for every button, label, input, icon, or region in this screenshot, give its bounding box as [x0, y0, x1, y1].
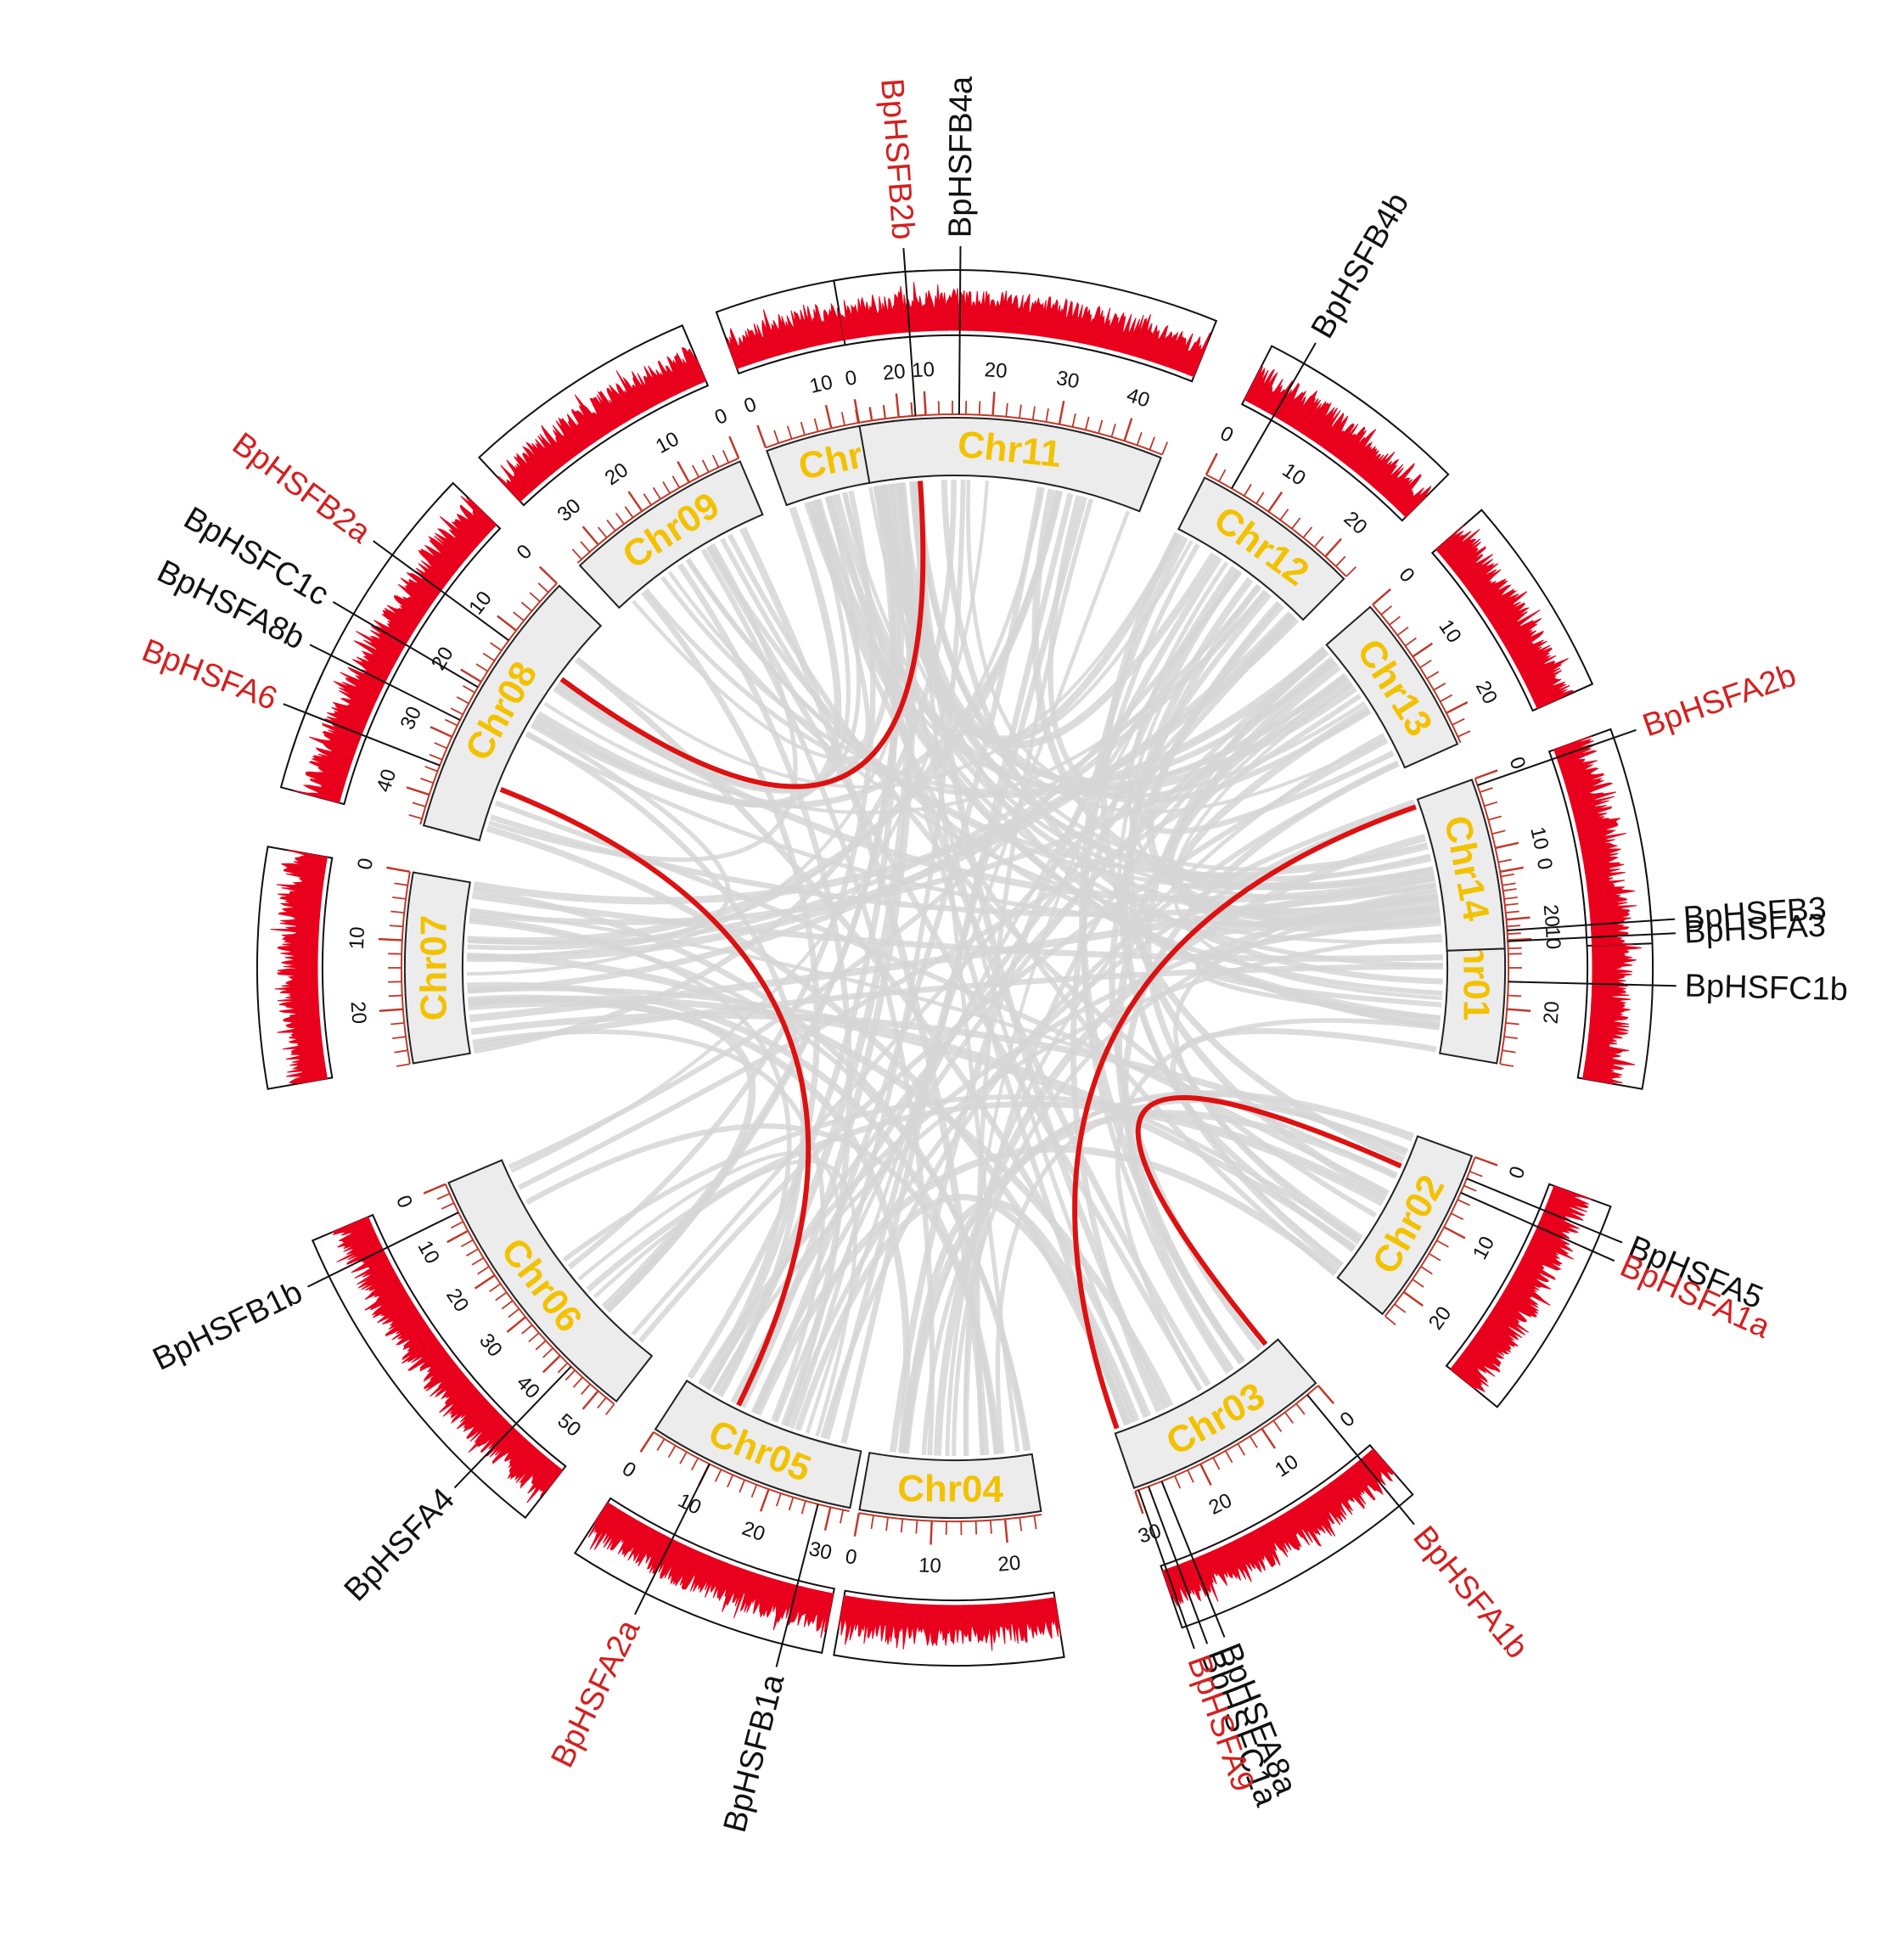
tick-label: 10 [1525, 824, 1553, 852]
tick-label: 20 [997, 1551, 1021, 1576]
minor-tick [1507, 925, 1520, 926]
tick-label: 10 [345, 926, 369, 950]
tick-label: 30 [1054, 367, 1081, 394]
ideogram-chr04: Chr04 [860, 1453, 1042, 1518]
minor-tick [390, 925, 403, 926]
gene-label: BpHSFC1b [1684, 968, 1848, 1008]
tick-label: 20 [984, 358, 1008, 383]
tick-label: 10 [912, 358, 935, 382]
tick-label: 20 [1539, 903, 1564, 928]
major-tick [379, 939, 402, 940]
gene-label: BpHSFB4a [943, 76, 980, 238]
minor-tick [976, 1521, 977, 1535]
density-track-chr04 [834, 1591, 1064, 1666]
ideogram-chr07: Chr07 [405, 873, 470, 1064]
minor-tick [939, 401, 940, 414]
minor-tick [1508, 996, 1521, 997]
minor-tick [1508, 933, 1521, 934]
tick-label: 20 [346, 1000, 371, 1025]
minor-tick [1508, 948, 1522, 949]
tick-label: 20 [1540, 1000, 1564, 1025]
chromosome-label: Chr04 [897, 1468, 1004, 1510]
major-tick [931, 1521, 932, 1544]
major-tick [924, 391, 926, 415]
gene-label: BpHSFA3 [1683, 908, 1827, 951]
minor-tick [389, 996, 402, 997]
density-track-chr07 [257, 846, 332, 1088]
tick-label: 20 [882, 360, 907, 385]
chromosome-label: Chr07 [413, 915, 455, 1021]
minor-tick [916, 1521, 917, 1534]
tick-label: 10 [918, 1554, 942, 1577]
